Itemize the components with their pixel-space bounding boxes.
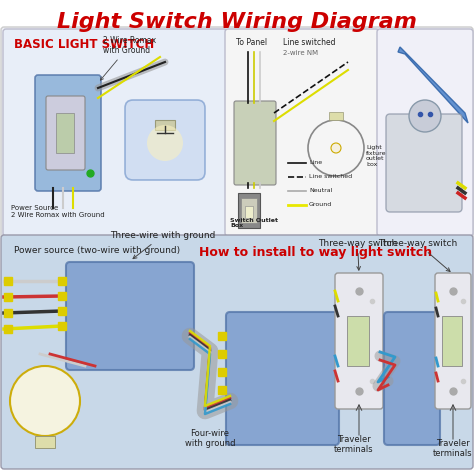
Circle shape [10,366,80,436]
FancyBboxPatch shape [335,273,383,409]
Text: BASIC LIGHT SWITCH: BASIC LIGHT SWITCH [14,38,154,51]
Text: Line: Line [309,160,322,165]
Text: 2 Wire Romax
with Ground: 2 Wire Romax with Ground [100,36,156,80]
FancyBboxPatch shape [46,96,85,170]
Bar [238,193,260,228]
Circle shape [331,143,341,153]
Text: Switch Outlet
Box: Switch Outlet Box [230,218,278,228]
FancyBboxPatch shape [377,29,473,236]
Text: Three-wire with ground: Three-wire with ground [110,231,215,259]
Text: Light
fixture
outlet
box: Light fixture outlet box [366,145,386,167]
Text: Three-way switch: Three-way switch [378,239,457,272]
FancyBboxPatch shape [35,75,101,191]
Bar [241,198,257,223]
Bar [442,316,462,366]
Text: Line switched: Line switched [309,174,352,180]
FancyBboxPatch shape [225,29,379,236]
FancyBboxPatch shape [125,100,205,180]
Text: Power source (two-wire with ground): Power source (two-wire with ground) [14,246,180,255]
Text: Neutral: Neutral [309,188,332,194]
Text: Line switched: Line switched [283,38,336,47]
Text: Three-way switch: Three-way switch [318,239,397,270]
Text: Four-wire
with ground: Four-wire with ground [185,429,235,448]
Polygon shape [398,47,468,123]
Bar [56,113,74,153]
FancyBboxPatch shape [66,262,194,370]
Bar [347,316,369,366]
Bar [155,120,175,130]
Text: Power Source
2 Wire Romax with Ground: Power Source 2 Wire Romax with Ground [11,205,105,218]
Text: 2-wire NM: 2-wire NM [283,50,318,56]
Text: To Panel: To Panel [236,38,267,47]
Text: How to install to way light switch: How to install to way light switch [199,246,432,259]
FancyBboxPatch shape [386,114,462,212]
Circle shape [409,100,441,132]
FancyBboxPatch shape [234,101,276,185]
Bar [245,206,253,218]
Text: Traveler
terminals: Traveler terminals [433,439,473,458]
Text: Traveler
terminals: Traveler terminals [334,435,374,454]
Circle shape [147,125,183,161]
FancyBboxPatch shape [384,312,440,445]
FancyBboxPatch shape [3,29,227,236]
Text: Light Switch Wiring Diagram: Light Switch Wiring Diagram [57,12,417,32]
FancyBboxPatch shape [226,312,339,445]
Bar [35,436,55,448]
Text: Ground: Ground [309,203,332,207]
FancyBboxPatch shape [1,235,473,469]
FancyBboxPatch shape [1,27,473,238]
Bar [329,112,343,120]
FancyBboxPatch shape [435,273,471,409]
